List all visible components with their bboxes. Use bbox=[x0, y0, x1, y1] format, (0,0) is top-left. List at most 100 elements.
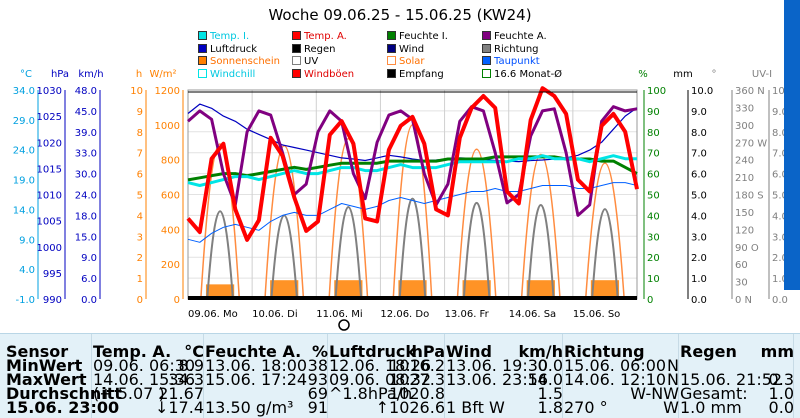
x-tick-label: 13.06. Fr bbox=[445, 309, 490, 320]
axis-tick-label: 7.0 bbox=[691, 149, 707, 160]
axis-tick-label: 10 bbox=[647, 274, 660, 285]
axis-tick-label: 0 bbox=[647, 295, 653, 306]
axis-tick-label: 10.0 bbox=[691, 86, 713, 97]
sunshine-bar bbox=[398, 280, 427, 299]
solar-curve bbox=[200, 143, 241, 300]
table-header-unit: % bbox=[311, 342, 328, 361]
solar-curve bbox=[456, 148, 497, 300]
table-column bbox=[2, 334, 92, 418]
time-marker bbox=[338, 319, 350, 331]
legend-item: Windchill bbox=[198, 68, 255, 81]
axis-tick-label: 210 bbox=[735, 173, 754, 184]
legend-swatch bbox=[387, 31, 396, 40]
legend-swatch bbox=[292, 56, 301, 65]
axis-tick-label: 240 bbox=[735, 156, 754, 167]
table-row: MinWert 09.06. 06:30 8.9 13.06. 18:00 38 12.0… bbox=[0, 356, 800, 375]
legend-swatch bbox=[292, 43, 301, 53]
axis-tick-label: 30 bbox=[647, 232, 660, 243]
solar-curve bbox=[520, 153, 561, 300]
table-cell-value: N bbox=[667, 356, 679, 375]
axis-tick-label: 4.0 bbox=[691, 211, 707, 222]
axis-tick-label: 5 bbox=[137, 191, 143, 202]
legend-swatch bbox=[387, 56, 396, 65]
solar-curve bbox=[328, 138, 369, 300]
legend-label: Wind bbox=[399, 43, 425, 55]
table-cell-value: 69 bbox=[307, 384, 328, 403]
legend-label: Temp. I. bbox=[210, 31, 250, 42]
table-cell-value: 91 bbox=[307, 398, 328, 417]
series-line bbox=[186, 86, 639, 242]
solar-curve bbox=[264, 145, 305, 300]
table-cell-value: 21.67 bbox=[158, 384, 204, 403]
axis-tick-label: 0.0 bbox=[691, 295, 707, 306]
legend-item: Temp. I. bbox=[198, 31, 249, 43]
legend-label: Feuchte I. bbox=[399, 31, 448, 42]
axis-tick-label: 0.0 bbox=[772, 295, 788, 306]
axis-tick-label: 1030 bbox=[37, 86, 62, 97]
axis-tick-label: 995 bbox=[43, 269, 62, 280]
axis-tick-label: 3 bbox=[137, 232, 143, 243]
legend-label: Temp. A. bbox=[304, 31, 347, 42]
sunshine-bar bbox=[205, 284, 235, 299]
axis-tick-label: 90 bbox=[647, 107, 660, 118]
legend-label: Luftdruck bbox=[210, 43, 258, 55]
legend-label: Windböen bbox=[304, 68, 355, 80]
axis-tick-label: 1 bbox=[137, 274, 143, 285]
series-line bbox=[187, 182, 638, 243]
legend-item: Richtung bbox=[482, 43, 539, 56]
axis-tick-label: 5.0 bbox=[691, 191, 707, 202]
table-column bbox=[89, 334, 204, 418]
table-row: 15.06. 23:00 ↓17.4 13.50 g/m³ 91 ↑1026.6 1 Bf… bbox=[0, 398, 800, 417]
table-header-cell: Sensor bbox=[6, 342, 69, 361]
axis-tick-label: 20 bbox=[647, 253, 660, 264]
axis-tick-label: 50 bbox=[647, 191, 660, 202]
table-row: MaxWert 14.06. 15:36 34.3 15.06. 17:24 93 09.… bbox=[0, 370, 800, 389]
table-header-unit: hPa bbox=[411, 342, 445, 361]
axis-tick-label: 5.0 bbox=[772, 191, 788, 202]
axis-tick-label: 1.0 bbox=[691, 274, 707, 285]
axis-tick-label: 6.0 bbox=[81, 274, 97, 285]
table-cell-detail: 12.06. 18:26 bbox=[329, 356, 432, 375]
table-cell-detail: 15.06. 17:24 bbox=[205, 370, 308, 389]
axis-tick-label: 4 bbox=[137, 211, 143, 222]
axis-tick-label: 4.0 bbox=[19, 265, 35, 276]
table-cell-detail: 15.06. 21:52 bbox=[680, 370, 783, 389]
table-cell-detail: 1.0 mm bbox=[680, 398, 742, 417]
legend-item: Feuchte A. bbox=[482, 31, 547, 43]
stats-table: Sensor Temp. A. °C Feuchte A.% Luftdruck hPa W… bbox=[0, 333, 800, 418]
axis-unit: km/h bbox=[78, 69, 103, 80]
table-cell-detail: 15.06. 06:00 bbox=[564, 356, 667, 375]
weather-chart: °C34.029.024.019.014.09.04.0-1.0hPa10301… bbox=[13, 69, 794, 331]
axis-tick-label: 400 bbox=[161, 225, 180, 236]
axis-tick-label: 3.0 bbox=[772, 232, 788, 243]
table-cell-value: ↓17.4 bbox=[154, 398, 204, 417]
axis-tick-label: 15.0 bbox=[75, 232, 97, 243]
legend-swatch bbox=[482, 31, 491, 40]
axis-tick-label: 100 bbox=[647, 86, 666, 97]
axis-tick-label: 3.0 bbox=[691, 232, 707, 243]
axis-tick-label: 70 bbox=[647, 149, 660, 160]
axis-tick-label: 10.0 bbox=[772, 86, 794, 97]
sunshine-bar bbox=[334, 280, 363, 299]
axis-tick-label: 180 S bbox=[735, 191, 764, 202]
x-tick-label: 12.06. Do bbox=[380, 309, 429, 320]
table-row: Durchschnitt (+ 5.07 ) 21.67 69 ^1.8hPa/h 102… bbox=[0, 384, 800, 403]
sunshine-bar bbox=[526, 280, 555, 299]
table-column bbox=[560, 334, 679, 418]
sunshine-bar bbox=[590, 280, 620, 299]
axis-tick-label: 0 bbox=[137, 295, 143, 306]
axis-tick-label: 1010 bbox=[37, 191, 62, 202]
legend-item: Taupunkt bbox=[482, 56, 540, 68]
table-cell-value: 34.3 bbox=[168, 370, 204, 389]
axis-unit: mm bbox=[673, 69, 692, 80]
legend-item: Windböen bbox=[292, 68, 355, 81]
table-cell-detail: 270 ° bbox=[564, 398, 608, 417]
legend-label: UV bbox=[304, 56, 319, 67]
table-cell-value: 8.9 bbox=[178, 356, 204, 375]
table-cell-detail: 09.06. 08:32 bbox=[329, 370, 432, 389]
table-cell-detail: (+ 5.07 ) bbox=[93, 384, 165, 403]
table-cell-detail: 1 Bft W bbox=[446, 398, 505, 417]
legend-label: Taupunkt bbox=[494, 56, 540, 67]
legend-item: Temp. A. bbox=[292, 31, 347, 43]
table-cell-detail: 13.06. 19:30 bbox=[446, 356, 549, 375]
